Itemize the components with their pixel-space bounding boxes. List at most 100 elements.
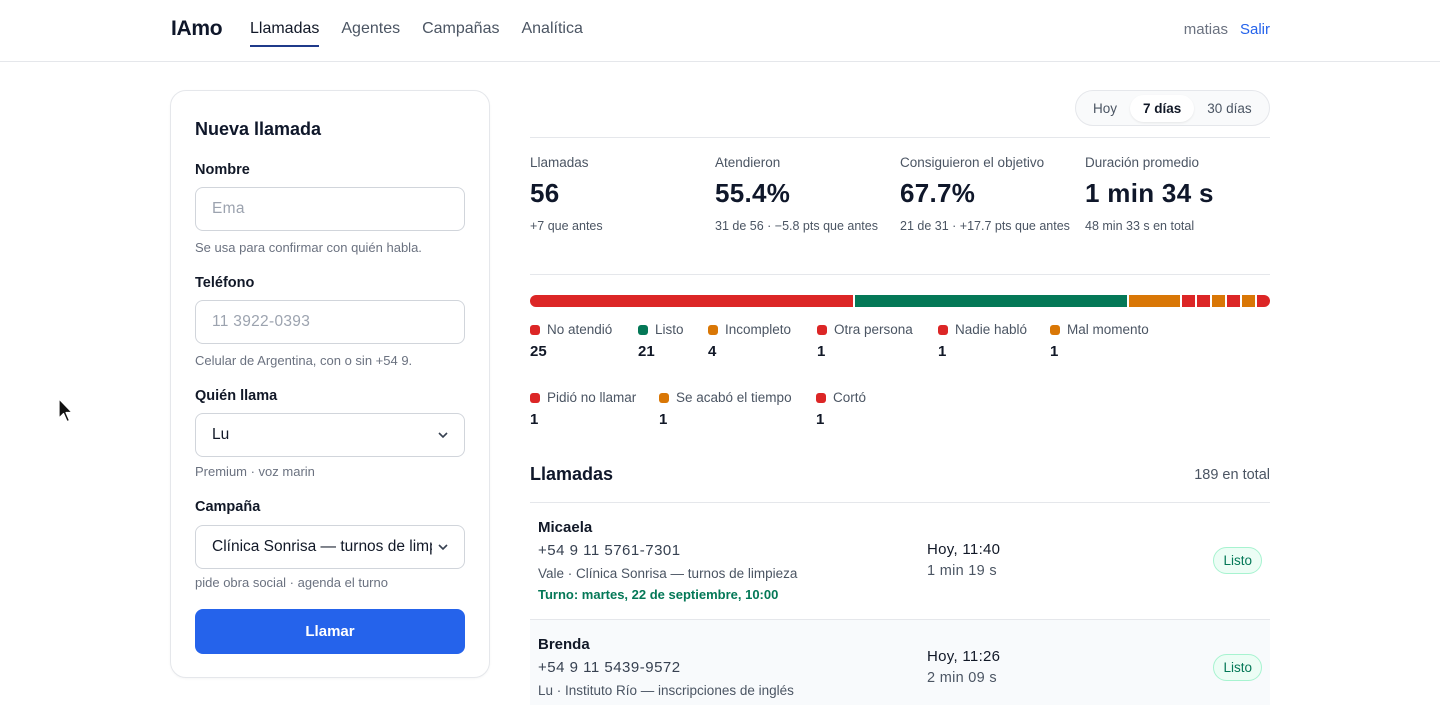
legend-item-incompleto: Incompleto 4: [708, 322, 791, 360]
call-phone: +54 9 11 5439-9572: [538, 659, 681, 676]
chevron-down-icon: [438, 540, 448, 554]
status-dot-icon: [817, 324, 827, 335]
legend-label: Pidió no llamar: [547, 390, 637, 405]
nav-item-analitica[interactable]: Analítica: [521, 20, 583, 37]
mouse-cursor-icon: [58, 398, 76, 429]
bar-segment-5: [1210, 295, 1226, 307]
legend-count: 1: [659, 411, 668, 428]
status-dot-icon: [638, 324, 648, 335]
bar-segment-3: [1180, 295, 1196, 307]
call-agent-campaign: Lu · Instituto Río — inscripciones de in…: [538, 683, 794, 698]
stat-sub: +7 que antes: [530, 219, 603, 233]
status-dot-icon: [708, 324, 718, 335]
stat-sub: 21 de 31 · +17.7 pts que antes: [900, 219, 1070, 233]
legend-label: Listo: [655, 322, 684, 337]
status-dot-icon: [530, 324, 540, 335]
legend-count: 4: [708, 343, 717, 360]
legend-item-nadie-hablo: Nadie habló 1: [938, 322, 1027, 360]
chevron-down-icon: [438, 428, 448, 442]
new-call-title: Nueva llamada: [195, 119, 322, 139]
campaign-select-value: Clínica Sonrisa — turnos de limpieza: [212, 538, 432, 555]
legend-item-corto: Cortó 1: [816, 390, 866, 428]
range-option-7-dias[interactable]: 7 días: [1130, 94, 1195, 122]
call-appointment: Turno: martes, 22 de septiembre, 10:00: [538, 587, 779, 602]
campaign-select[interactable]: Clínica Sonrisa — turnos de limpieza: [195, 525, 465, 569]
legend-count: 1: [816, 411, 825, 428]
legend-item-mal-momento: Mal momento 1: [1050, 322, 1149, 360]
status-badge: Listo: [1213, 547, 1262, 574]
legend-item-se-acabo-el-tiempo: Se acabó el tiempo 1: [659, 390, 792, 428]
call-button[interactable]: Llamar: [195, 609, 465, 654]
call-duration: 1 min 19 s: [927, 563, 997, 579]
legend-count: 25: [530, 343, 547, 360]
caller-select[interactable]: Lu: [195, 413, 465, 457]
stat-label: Llamadas: [530, 155, 589, 170]
call-row[interactable]: Brenda +54 9 11 5439-9572 Lu · Instituto…: [530, 620, 1270, 705]
bar-segment-7: [1240, 295, 1256, 307]
phone-label: Teléfono: [195, 275, 255, 291]
stat-label: Duración promedio: [1085, 155, 1200, 170]
bar-segment-6: [1225, 295, 1241, 307]
range-option-30-dias[interactable]: 30 días: [1207, 100, 1252, 116]
nav-item-campanas[interactable]: Campañas: [422, 20, 500, 37]
caller-select-value: Lu: [212, 426, 230, 443]
legend-label: Otra persona: [834, 322, 913, 337]
legend-count: 1: [530, 411, 539, 428]
nav-item-llamadas[interactable]: Llamadas: [250, 0, 320, 47]
brand-logo[interactable]: IAmo: [171, 17, 223, 40]
bar-segment-8: [1255, 295, 1270, 307]
status-dot-icon: [816, 392, 826, 403]
main-nav: Llamadas Agentes Campañas Analítica: [250, 0, 583, 62]
call-contact-name: Micaela: [538, 519, 593, 536]
name-input[interactable]: [212, 200, 448, 218]
outcome-distribution-bar: [530, 295, 1270, 307]
call-phone: +54 9 11 5761-7301: [538, 542, 681, 559]
legend-label: Nadie habló: [955, 322, 1028, 337]
bar-segment-0: [530, 295, 854, 307]
call-row[interactable]: Micaela +54 9 11 5761-7301 Vale · Clínic…: [530, 503, 1270, 620]
bar-segment-1: [853, 295, 1127, 307]
user-area: matias Salir: [1184, 21, 1270, 38]
range-option-hoy[interactable]: Hoy: [1093, 100, 1118, 116]
status-badge: Listo: [1213, 654, 1262, 681]
legend-label: Mal momento: [1067, 322, 1149, 337]
caller-label: Quién llama: [195, 388, 278, 404]
legend-count: 1: [938, 343, 947, 360]
stat-atendieron: Atendieron 55.4% 31 de 56 · −5.8 pts que…: [715, 155, 890, 236]
stat-value: 1 min 34 s: [1085, 178, 1214, 208]
legend-item-listo: Listo 21: [638, 322, 684, 360]
call-contact-name: Brenda: [538, 636, 590, 653]
legend-item-otra-persona: Otra persona 1: [817, 322, 913, 360]
status-dot-icon: [659, 392, 669, 403]
call-time: Hoy, 11:26: [927, 648, 1001, 665]
stat-label: Consiguieron el objetivo: [900, 155, 1045, 170]
legend-label: Se acabó el tiempo: [676, 390, 792, 405]
legend-count: 1: [1050, 343, 1059, 360]
bar-segment-2: [1126, 295, 1181, 307]
call-agent-campaign: Vale · Clínica Sonrisa — turnos de limpi…: [538, 566, 798, 581]
divider: [530, 502, 1270, 503]
legend-label: Incompleto: [725, 322, 792, 337]
bar-segment-4: [1195, 295, 1211, 307]
stat-llamadas: Llamadas 56 +7 que antes: [530, 155, 705, 236]
legend-label: Cortó: [833, 390, 867, 405]
date-range-toggle: Hoy 7 días 30 días: [1075, 90, 1270, 126]
new-call-card: Nueva llamada Nombre Se usa para confirm…: [170, 90, 490, 678]
phone-input[interactable]: [212, 313, 448, 331]
stat-objetivo: Consiguieron el objetivo 67.7% 21 de 31 …: [900, 155, 1075, 236]
calls-section-title: Llamadas: [530, 464, 614, 484]
logout-link[interactable]: Salir: [1239, 21, 1270, 38]
divider: [530, 274, 1270, 275]
legend-item-no-atendio: No atendió 25: [530, 322, 612, 360]
nav-item-agentes[interactable]: Agentes: [341, 20, 401, 37]
stat-sub: 31 de 56 · −5.8 pts que antes: [715, 219, 878, 233]
divider: [530, 137, 1270, 138]
call-time: Hoy, 11:40: [927, 541, 1001, 558]
stat-value: 67.7%: [900, 178, 976, 208]
legend-item-pidio-no-llamar: Pidió no llamar 1: [530, 390, 636, 428]
status-dot-icon: [1050, 324, 1060, 335]
phone-field-wrapper: [195, 300, 465, 344]
stat-label: Atendieron: [715, 155, 781, 170]
stat-sub: 48 min 33 s en total: [1085, 219, 1195, 233]
stat-duracion: Duración promedio 1 min 34 s 48 min 33 s…: [1085, 155, 1260, 236]
